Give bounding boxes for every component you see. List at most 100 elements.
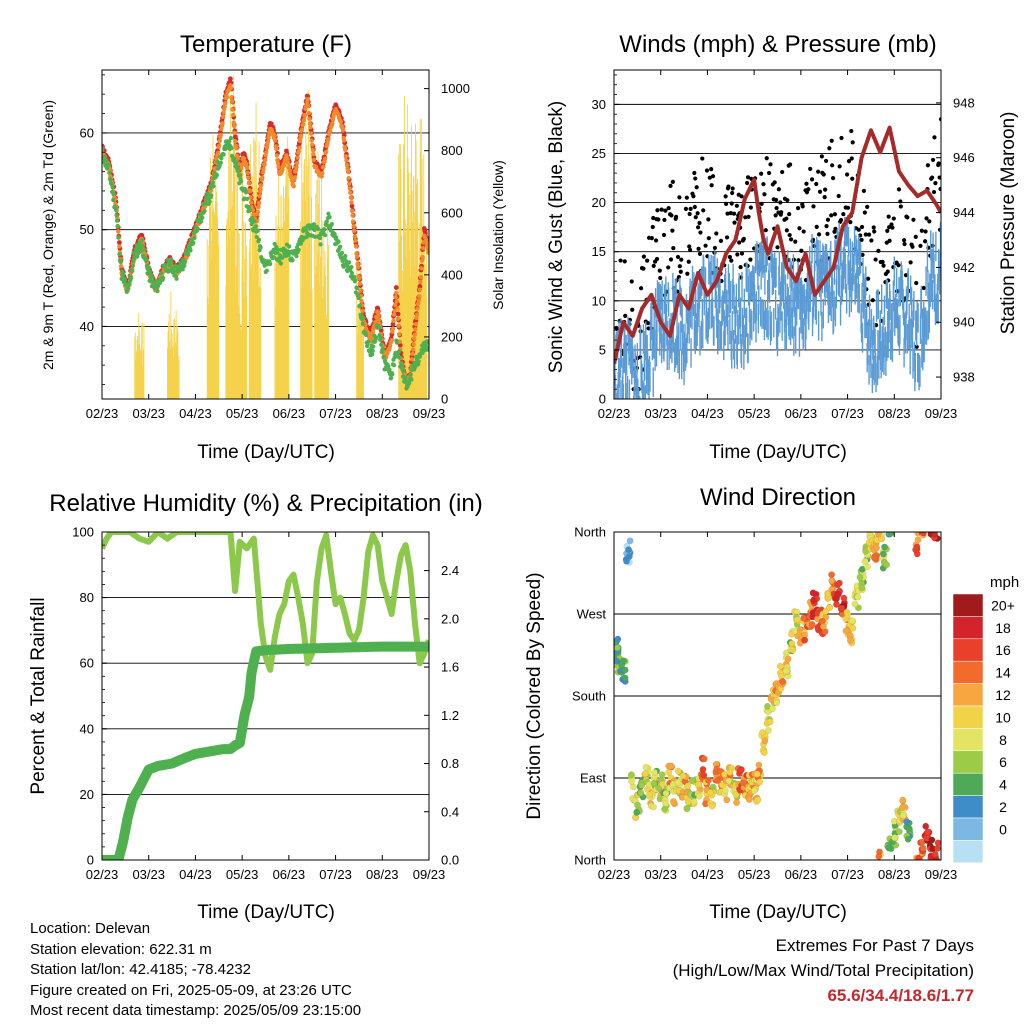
gust-point <box>683 206 689 211</box>
gust-point <box>924 216 929 221</box>
data-point <box>341 138 347 143</box>
data-point <box>354 254 360 259</box>
direction-point <box>662 789 670 797</box>
humidity-x-ticks: 02/23 03/23 04/23 05/23 06/23 07/23 08/23 09/23 <box>86 532 445 882</box>
legend-label: 4 <box>999 777 1007 793</box>
data-point <box>408 372 413 377</box>
latlon-text: Station lat/lon: 42.4185; -78.4232 <box>30 961 252 978</box>
gust-point <box>712 245 718 251</box>
data-point <box>345 169 351 175</box>
humidity-y-label: Percent & Total Rainfall <box>28 597 49 794</box>
gust-point <box>687 211 692 217</box>
data-point <box>140 243 145 248</box>
gust-point <box>774 205 779 211</box>
data-point <box>238 179 244 184</box>
x-tick-label: 04/23 <box>691 867 724 882</box>
data-point <box>349 271 355 276</box>
data-point <box>268 261 273 267</box>
data-point <box>294 160 300 166</box>
data-point <box>200 215 205 220</box>
direction-point <box>765 726 772 734</box>
winds-y-label: Sonic Wind & Gust (Blue, Black) <box>546 101 567 373</box>
data-point <box>281 163 287 168</box>
data-point <box>394 299 400 304</box>
gust-point <box>914 344 919 349</box>
gust-point <box>772 180 777 185</box>
direction-point <box>650 803 657 811</box>
data-point <box>256 204 261 210</box>
x-tick-label: 05/23 <box>226 406 259 421</box>
direction-point <box>856 573 864 581</box>
data-point <box>309 138 314 143</box>
gust-point <box>728 211 733 216</box>
data-point <box>380 346 385 352</box>
direction-point <box>881 543 888 551</box>
data-point <box>361 315 366 320</box>
data-point <box>414 315 419 321</box>
data-point <box>356 296 361 301</box>
data-point <box>322 227 327 232</box>
direction-point <box>667 762 675 770</box>
x-tick-label: 06/23 <box>273 406 306 421</box>
gust-point <box>697 251 703 257</box>
data-point <box>274 153 280 158</box>
data-point <box>421 246 426 251</box>
gust-point <box>923 239 928 244</box>
direction-point <box>614 635 622 643</box>
x-tick-label: 05/23 <box>226 867 259 882</box>
gust-point <box>691 194 696 199</box>
gust-point <box>656 217 661 222</box>
gust-point <box>725 211 730 216</box>
y-tick-label: 60 <box>80 656 94 671</box>
data-point <box>296 247 301 253</box>
data-point <box>348 190 353 195</box>
data-point <box>256 200 262 206</box>
gust-point <box>709 167 714 172</box>
direction-point <box>708 802 716 810</box>
data-point <box>197 212 202 217</box>
data-point <box>358 288 363 293</box>
data-point <box>244 165 250 171</box>
direction-point <box>700 771 708 779</box>
direction-point <box>634 801 641 809</box>
direction-point <box>842 627 850 635</box>
data-point <box>227 76 233 82</box>
data-point <box>392 302 398 308</box>
y-tick-label: South <box>572 689 606 704</box>
data-point <box>118 263 124 269</box>
data-point <box>311 157 317 163</box>
y-tick-label: 0 <box>87 853 94 868</box>
gust-point <box>729 201 734 206</box>
data-point <box>222 104 227 109</box>
gust-point <box>833 226 838 232</box>
gust-point <box>837 164 842 169</box>
gust-point <box>797 226 802 231</box>
y-tick-label: 20 <box>592 195 606 210</box>
direction-point <box>858 584 866 592</box>
data-point <box>287 244 292 249</box>
gust-point <box>741 236 746 241</box>
gust-point <box>679 257 684 262</box>
gust-point <box>651 263 656 268</box>
data-point <box>107 170 112 175</box>
gust-point <box>780 169 785 175</box>
data-point <box>347 186 352 191</box>
data-point <box>399 363 405 368</box>
gust-point <box>745 175 751 180</box>
gust-point <box>846 158 852 164</box>
gust-point <box>775 245 780 250</box>
direction-point <box>834 591 842 598</box>
x-tick-label: 08/23 <box>366 406 399 421</box>
x-tick-label: 07/23 <box>831 406 864 421</box>
data-point <box>330 117 336 122</box>
gust-point <box>931 189 937 195</box>
direction-point <box>633 808 641 816</box>
gust-point <box>865 204 870 210</box>
data-point <box>232 130 238 135</box>
direction-point <box>688 777 696 785</box>
legend-swatch <box>952 638 984 662</box>
data-point <box>229 99 235 104</box>
gust-point <box>688 247 693 253</box>
data-point <box>122 277 128 283</box>
data-point <box>310 147 315 153</box>
